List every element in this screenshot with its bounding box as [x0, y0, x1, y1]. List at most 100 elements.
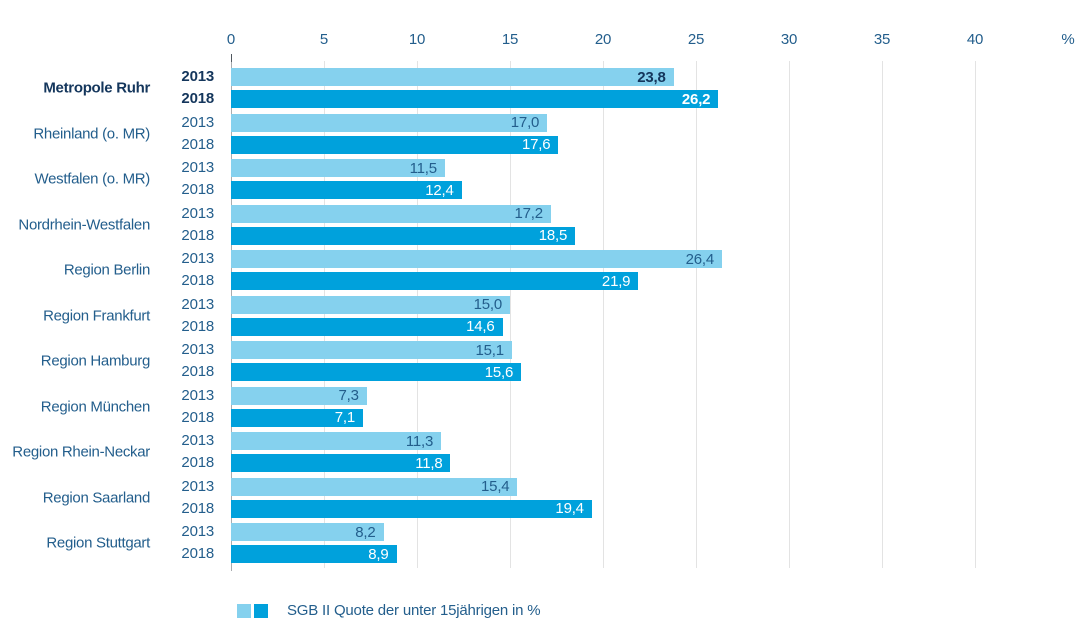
year-label: 2013: [181, 204, 214, 222]
region-label: Region Berlin: [63, 261, 150, 279]
bar-value-label: 8,2: [355, 523, 376, 541]
year-label: 2018: [181, 181, 214, 198]
bar-group: 15,4 19,4: [231, 477, 1068, 518]
region-label: Region Stuttgart: [46, 534, 150, 552]
bar-value-label: 7,3: [338, 387, 359, 404]
bar-row: 8,2: [231, 523, 1068, 541]
plot-area: 23,8 26,2 17,0 17,6 11,5 12,4 17,2 18,5 26,4 21,9…: [231, 54, 1068, 571]
bar-row: 15,6: [231, 363, 1068, 381]
bar-group: 11,5 12,4: [231, 159, 1068, 199]
x-axis-tick-label: 40: [966, 31, 984, 48]
x-axis-tick-label: 15: [501, 31, 519, 48]
bar-row: 11,8: [231, 454, 1068, 472]
bar-row: 15,4: [231, 477, 1068, 496]
bar-value-label: 26,2: [681, 90, 711, 108]
bar-2013: 11,3: [231, 432, 442, 450]
gridline: [417, 61, 418, 568]
bar-groups: 23,8 26,2 17,0 17,6 11,5 12,4 17,2 18,5 26,4 21,9…: [231, 68, 1068, 563]
gridline: [509, 61, 511, 568]
bar-value-label: 17,0: [510, 114, 540, 131]
axis-zero-line: [231, 61, 232, 571]
legend-label: SGB II Quote der unter 15jährigen in %: [287, 602, 541, 619]
bar-value-label: 15,6: [484, 363, 514, 381]
row-label-group: Region Frankfurt 2013 2018: [0, 296, 231, 336]
bar-2013: 23,8: [231, 68, 674, 86]
bar-2018: 12,4: [231, 181, 462, 199]
bar-value-label: 8,9: [368, 545, 389, 563]
year-label: 2018: [181, 545, 214, 562]
gridline: [696, 61, 697, 568]
bar-row: 15,1: [231, 341, 1068, 359]
bar-value-label: 11,3: [405, 432, 434, 450]
region-label: Metropole Ruhr: [43, 79, 150, 97]
bar-value-label: 17,6: [521, 136, 551, 153]
row-label-group: Region Rhein-Neckar 2013 2018: [0, 432, 231, 472]
row-label-group: Region München 2013 2018: [0, 387, 231, 427]
year-label: 2013: [181, 113, 214, 131]
bar-value-label: 15,1: [475, 341, 504, 359]
row-label-group: Westfalen (o. MR) 2013 2018: [0, 159, 231, 199]
gridline: [324, 61, 325, 568]
bar-row: 19,4: [231, 499, 1068, 518]
region-label: Westfalen (o. MR): [34, 170, 151, 188]
bar-2018: 26,2: [231, 90, 719, 108]
year-label: 2013: [181, 341, 214, 358]
year-label: 2018: [181, 135, 214, 153]
year-label: 2013: [181, 477, 214, 495]
year-label: 2018: [181, 363, 214, 380]
bar-value-label: 11,8: [415, 454, 443, 472]
bar-group: 11,3 11,8: [231, 432, 1068, 472]
bar-row: 26,4: [231, 250, 1068, 268]
bar-2018: 7,1: [231, 408, 364, 427]
year-label: 2013: [181, 68, 214, 85]
gridline: [788, 61, 790, 568]
row-label-group: Metropole Ruhr 2013 2018: [0, 68, 231, 108]
bar-row: 15,0: [231, 295, 1068, 314]
region-label: Region Rhein-Neckar: [12, 443, 150, 461]
bar-row: 7,1: [231, 408, 1068, 427]
bar-value-label: 7,1: [334, 409, 356, 426]
bar-value-label: 17,2: [514, 205, 544, 222]
bar-group: 7,3 7,1: [231, 386, 1068, 427]
row-labels: Metropole Ruhr 2013 2018 Rheinland (o. MR) 2…: [0, 61, 231, 568]
region-label: Rheinland (o. MR): [33, 125, 150, 142]
x-axis-tick-label: 30: [780, 31, 798, 48]
bar-2018: 17,6: [231, 135, 559, 154]
x-axis-tick-label: 5: [319, 31, 329, 48]
x-axis-tick-label: 10: [408, 31, 426, 48]
bar-row: 17,2: [231, 204, 1068, 223]
year-label: 2018: [181, 454, 214, 471]
year-label: 2018: [181, 317, 214, 335]
bar-2013: 11,5: [231, 159, 445, 177]
year-label: 2018: [181, 226, 214, 244]
bar-2013: 26,4: [231, 250, 723, 268]
region-label: Region München: [40, 398, 151, 415]
x-axis-unit-label: %: [1061, 31, 1075, 48]
row-label-group: Region Saarland 2013 2018: [0, 478, 231, 518]
bar-2018: 11,8: [231, 454, 451, 472]
bar-2013: 15,0: [231, 295, 510, 314]
bar-row: 11,3: [231, 432, 1068, 450]
bar-row: 26,2: [231, 90, 1068, 108]
bar-row: 18,5: [231, 226, 1068, 245]
bar-value-label: 21,9: [601, 272, 631, 290]
bar-group: 15,1 15,6: [231, 341, 1068, 381]
row-label-groups: Metropole Ruhr 2013 2018 Rheinland (o. MR) 2…: [0, 68, 231, 563]
bar-value-label: 15,4: [481, 478, 510, 495]
bar-group: 26,4 21,9: [231, 250, 1068, 290]
gridline: [603, 61, 604, 568]
row-label-group: Rheinland (o. MR) 2013 2018: [0, 114, 231, 154]
x-axis-tick-label: 0: [226, 31, 236, 48]
row-label-group: Region Berlin 2013 2018: [0, 250, 231, 290]
bar-value-label: 14,6: [466, 318, 495, 335]
legend: SGB II Quote der unter 15jährigen in %: [237, 602, 541, 619]
bar-group: 17,2 18,5: [231, 204, 1068, 245]
bar-value-label: 19,4: [555, 500, 584, 517]
bar-value-label: 11,5: [409, 159, 437, 177]
row-label-group: Region Hamburg 2013 2018: [0, 341, 231, 381]
bar-value-label: 12,4: [425, 181, 454, 199]
row-label-group: Nordrhein-Westfalen 2013 2018: [0, 205, 231, 245]
region-label: Region Saarland: [42, 489, 151, 506]
bar-2018: 19,4: [231, 499, 592, 518]
